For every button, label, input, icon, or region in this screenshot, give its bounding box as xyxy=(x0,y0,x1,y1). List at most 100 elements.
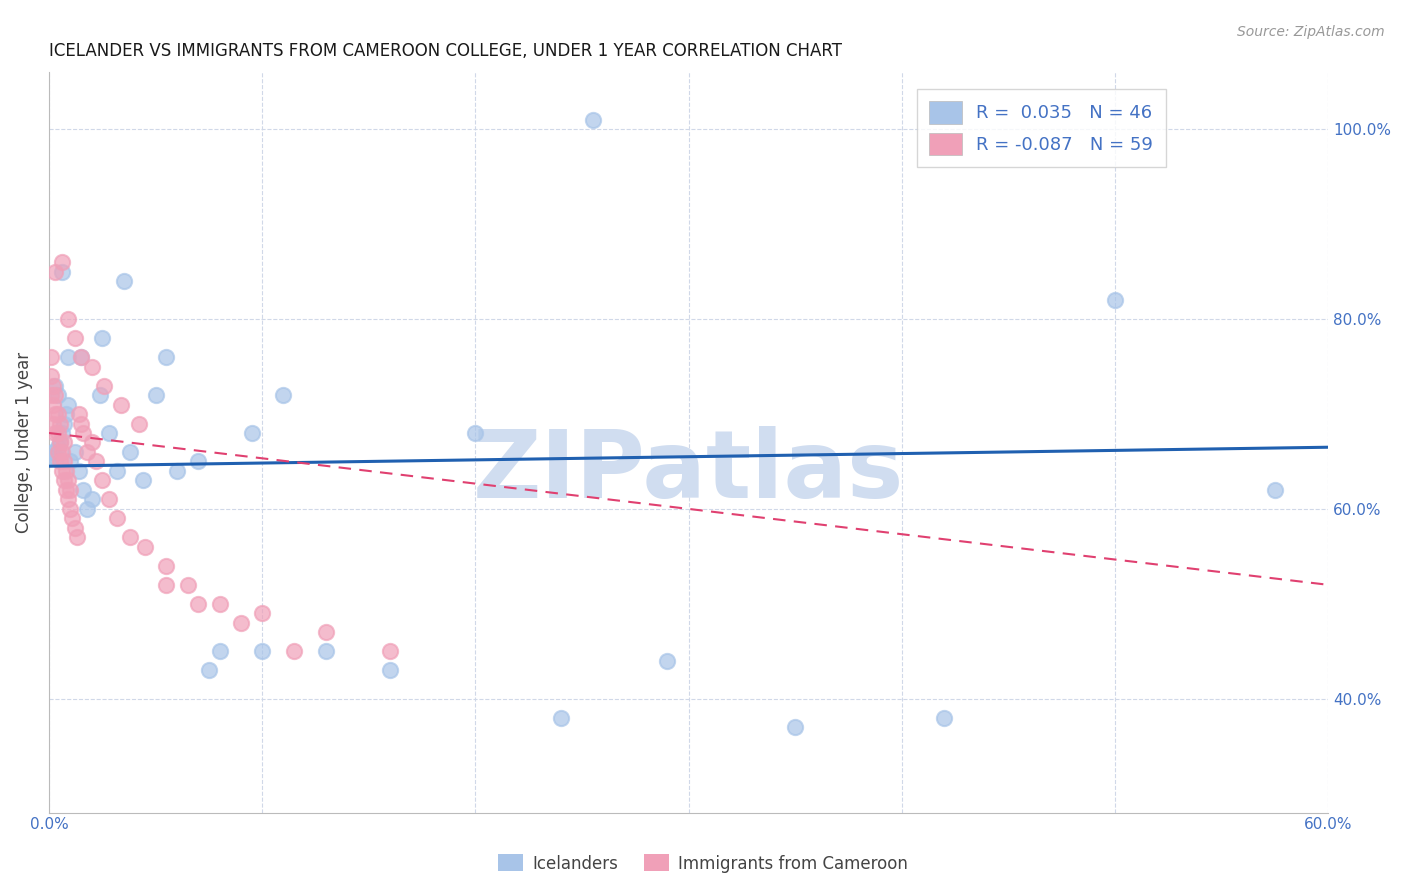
Point xyxy=(66,530,89,544)
Point xyxy=(80,435,103,450)
Point xyxy=(315,625,337,640)
Point xyxy=(72,425,94,440)
Point xyxy=(63,445,86,459)
Point xyxy=(283,644,305,658)
Point xyxy=(51,464,73,478)
Point xyxy=(76,445,98,459)
Point xyxy=(155,350,177,364)
Point xyxy=(42,378,65,392)
Point xyxy=(70,350,93,364)
Text: Source: ZipAtlas.com: Source: ZipAtlas.com xyxy=(1237,25,1385,39)
Point xyxy=(51,255,73,269)
Point xyxy=(56,492,79,507)
Point xyxy=(118,445,141,459)
Point xyxy=(59,483,82,497)
Point xyxy=(56,398,79,412)
Point xyxy=(44,388,66,402)
Text: ZIPatlas: ZIPatlas xyxy=(472,426,904,518)
Point xyxy=(48,435,70,450)
Point xyxy=(39,450,62,464)
Point xyxy=(76,502,98,516)
Point xyxy=(187,597,209,611)
Point xyxy=(208,644,231,658)
Point xyxy=(132,474,155,488)
Point xyxy=(229,615,252,630)
Point xyxy=(52,474,75,488)
Point xyxy=(51,265,73,279)
Point xyxy=(155,578,177,592)
Point xyxy=(52,454,75,468)
Point xyxy=(250,607,273,621)
Point xyxy=(48,417,70,431)
Point xyxy=(128,417,150,431)
Point xyxy=(52,435,75,450)
Point xyxy=(1104,293,1126,307)
Point xyxy=(70,350,93,364)
Point xyxy=(80,359,103,374)
Point xyxy=(1264,483,1286,497)
Point xyxy=(59,502,82,516)
Point xyxy=(464,425,486,440)
Point xyxy=(89,388,111,402)
Point xyxy=(657,654,679,668)
Point xyxy=(48,435,70,450)
Point xyxy=(91,474,114,488)
Point xyxy=(62,511,84,525)
Point xyxy=(67,464,90,478)
Point xyxy=(315,644,337,658)
Point xyxy=(118,530,141,544)
Point xyxy=(240,425,263,440)
Point xyxy=(44,378,66,392)
Point xyxy=(52,417,75,431)
Point xyxy=(42,417,65,431)
Point xyxy=(55,464,77,478)
Point xyxy=(105,511,128,525)
Point xyxy=(378,663,401,677)
Point xyxy=(44,450,66,464)
Point xyxy=(42,445,65,459)
Point xyxy=(39,369,62,384)
Point xyxy=(44,407,66,421)
Point xyxy=(93,378,115,392)
Point xyxy=(155,558,177,573)
Text: ICELANDER VS IMMIGRANTS FROM CAMEROON COLLEGE, UNDER 1 YEAR CORRELATION CHART: ICELANDER VS IMMIGRANTS FROM CAMEROON CO… xyxy=(49,42,842,60)
Point xyxy=(39,388,62,402)
Point xyxy=(72,483,94,497)
Point xyxy=(55,407,77,421)
Point xyxy=(56,474,79,488)
Point xyxy=(581,112,603,127)
Point xyxy=(934,711,956,725)
Point xyxy=(39,350,62,364)
Point xyxy=(51,445,73,459)
Point xyxy=(187,454,209,468)
Legend: Icelanders, Immigrants from Cameroon: Icelanders, Immigrants from Cameroon xyxy=(491,847,915,880)
Point xyxy=(55,483,77,497)
Point xyxy=(550,711,572,725)
Legend: R =  0.035   N = 46, R = -0.087   N = 59: R = 0.035 N = 46, R = -0.087 N = 59 xyxy=(917,89,1166,167)
Point xyxy=(176,578,198,592)
Point xyxy=(51,425,73,440)
Point xyxy=(46,388,69,402)
Point xyxy=(198,663,221,677)
Point xyxy=(105,464,128,478)
Point xyxy=(91,331,114,345)
Point xyxy=(97,492,120,507)
Point xyxy=(44,265,66,279)
Point xyxy=(112,274,135,288)
Point xyxy=(42,398,65,412)
Point xyxy=(80,492,103,507)
Point xyxy=(46,407,69,421)
Point xyxy=(46,440,69,454)
Point xyxy=(378,644,401,658)
Point xyxy=(56,350,79,364)
Point xyxy=(63,331,86,345)
Point xyxy=(44,425,66,440)
Point xyxy=(110,398,132,412)
Point xyxy=(70,417,93,431)
Point xyxy=(84,454,107,468)
Point xyxy=(134,540,156,554)
Point xyxy=(273,388,295,402)
Point xyxy=(250,644,273,658)
Point xyxy=(56,312,79,326)
Point xyxy=(48,454,70,468)
